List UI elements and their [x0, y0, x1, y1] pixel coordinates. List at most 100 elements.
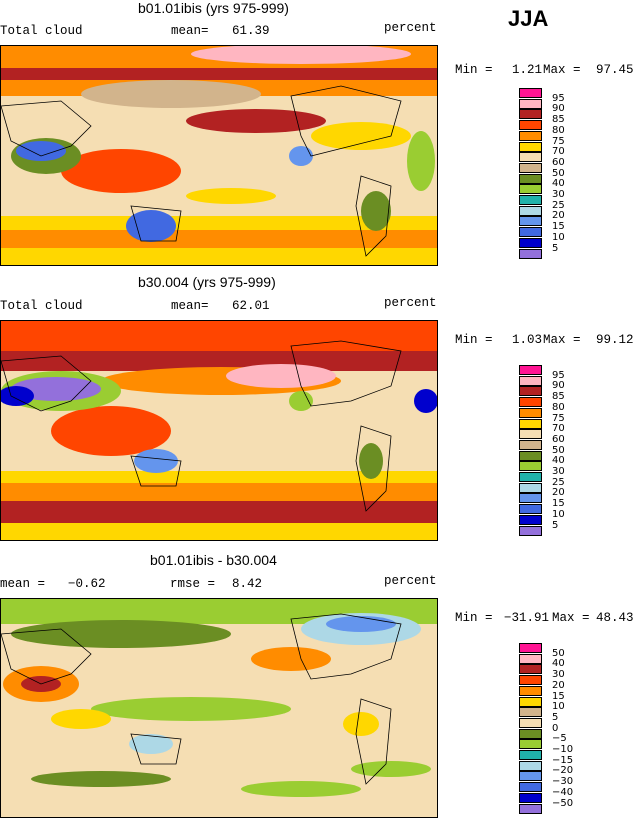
- panel-2-units: percent: [384, 296, 437, 310]
- legend-level-label: 40: [552, 178, 565, 190]
- legend-swatch: [519, 195, 542, 205]
- legend-swatch: [519, 514, 542, 525]
- panel-1-mean-value: 61.39: [232, 24, 270, 38]
- legend-level-label: 30: [552, 669, 565, 681]
- panel-1-mean-label: mean=: [171, 24, 209, 38]
- panel-3-max-value: 48.43: [596, 611, 633, 625]
- legend-swatch: [519, 643, 542, 653]
- panel-1-min-label: Min =: [455, 63, 493, 77]
- legend-swatch: [519, 88, 542, 98]
- legend-swatch: [519, 739, 542, 750]
- panel-3-units: percent: [384, 574, 437, 588]
- legend-level-label: −15: [552, 754, 574, 766]
- legend-swatch: [519, 450, 542, 461]
- legend-swatch: [519, 386, 542, 397]
- legend-level-label: 30: [552, 466, 565, 477]
- panel-1-max-label: Max =: [543, 63, 581, 77]
- legend-level-label: 15: [552, 498, 565, 510]
- legend-swatch: [519, 504, 542, 515]
- panel-2-max-label: Max =: [543, 333, 581, 347]
- legend-swatch: [519, 461, 542, 472]
- legend-level-label: 60: [552, 433, 565, 445]
- legend-level-label: 50: [552, 647, 565, 659]
- legend-level-label: 80: [552, 124, 565, 136]
- legend-level-label: −5: [552, 733, 567, 745]
- legend-swatch: [519, 98, 542, 109]
- panel-3-rmse-label: rmse =: [170, 577, 216, 591]
- legend-swatch: [519, 407, 542, 418]
- legend-swatch: [519, 439, 542, 450]
- panel-3-map-field: [1, 599, 437, 817]
- legend-swatch: [519, 707, 542, 718]
- legend-level-label: 20: [552, 487, 565, 499]
- panel-3-rmse-value: 8.42: [232, 577, 263, 591]
- legend-swatch: [519, 248, 542, 259]
- panel-1-units: percent: [384, 21, 437, 35]
- panel-1-map-field: [1, 46, 437, 265]
- legend-swatch: [519, 750, 542, 760]
- legend-level-label: 95: [552, 92, 565, 104]
- legend-swatch: [519, 216, 542, 227]
- legend-swatch: [519, 653, 542, 664]
- legend-level-label: 70: [552, 146, 565, 158]
- legend-level-label: −40: [552, 786, 574, 798]
- panel-3-max-label: Max =: [552, 611, 590, 625]
- panel-3-title: b01.01ibis - b30.004: [150, 552, 277, 568]
- legend-swatch: [519, 760, 542, 771]
- legend-level-label: 40: [552, 658, 565, 670]
- legend-level-label: 75: [552, 412, 565, 424]
- legend-swatch: [519, 162, 542, 173]
- panel-3-min-label: Min =: [455, 611, 493, 625]
- legend-swatch: [519, 472, 542, 482]
- legend-level-label: 70: [552, 423, 565, 435]
- legend-level-label: 5: [552, 519, 559, 531]
- panel-2-field-label: Total cloud: [0, 299, 83, 313]
- panel-2-min-label: Min =: [455, 333, 493, 347]
- legend-swatch: [519, 493, 542, 504]
- panel-3-min-value: −31.91: [504, 611, 550, 625]
- legend-level-label: 95: [552, 369, 565, 381]
- panel-3-mean-value: −0.62: [68, 577, 106, 591]
- legend-level-label: 25: [552, 476, 565, 488]
- legend-swatch: [519, 173, 542, 184]
- legend-swatch: [519, 728, 542, 739]
- season-label: JJA: [508, 6, 549, 31]
- legend-swatch: [519, 717, 542, 728]
- legend-level-label: 50: [552, 167, 565, 179]
- legend-level-label: 40: [552, 455, 565, 467]
- legend-level-label: 5: [552, 242, 559, 254]
- panel-2-max-value: 99.12: [596, 333, 633, 347]
- legend-swatch: [519, 525, 542, 536]
- legend-level-label: 60: [552, 156, 565, 168]
- legend-swatch: [519, 227, 542, 238]
- legend-level-label: −50: [552, 797, 574, 809]
- legend-swatch: [519, 675, 542, 686]
- legend-level-label: 25: [552, 199, 565, 211]
- legend-level-label: 90: [552, 103, 565, 115]
- legend-swatch: [519, 664, 542, 675]
- legend-level-label: 85: [552, 114, 565, 126]
- legend-level-label: 15: [552, 221, 565, 233]
- legend-level-label: 85: [552, 391, 565, 403]
- panel-1-min-value: 1.21: [512, 63, 543, 77]
- legend-swatch: [519, 130, 542, 141]
- legend-swatch: [519, 205, 542, 216]
- legend-swatch: [519, 375, 542, 386]
- panel-3-mean-label: mean =: [0, 577, 46, 591]
- legend-level-label: 75: [552, 135, 565, 147]
- legend-level-label: 80: [552, 401, 565, 413]
- legend-level-label: 10: [552, 508, 565, 520]
- legend-swatch: [519, 418, 542, 429]
- legend-swatch: [519, 141, 542, 152]
- legend-level-label: −20: [552, 765, 574, 777]
- legend-level-label: 20: [552, 210, 565, 222]
- legend-swatch: [519, 365, 542, 375]
- legend-level-label: −10: [552, 744, 574, 755]
- legend-swatch: [519, 397, 542, 408]
- legend-level-label: 90: [552, 380, 565, 392]
- legend-level-label: 20: [552, 679, 565, 691]
- legend-swatch: [519, 685, 542, 696]
- legend-swatch: [519, 803, 542, 814]
- panel-1-max-value: 97.45: [596, 63, 633, 77]
- legend-swatch: [519, 792, 542, 803]
